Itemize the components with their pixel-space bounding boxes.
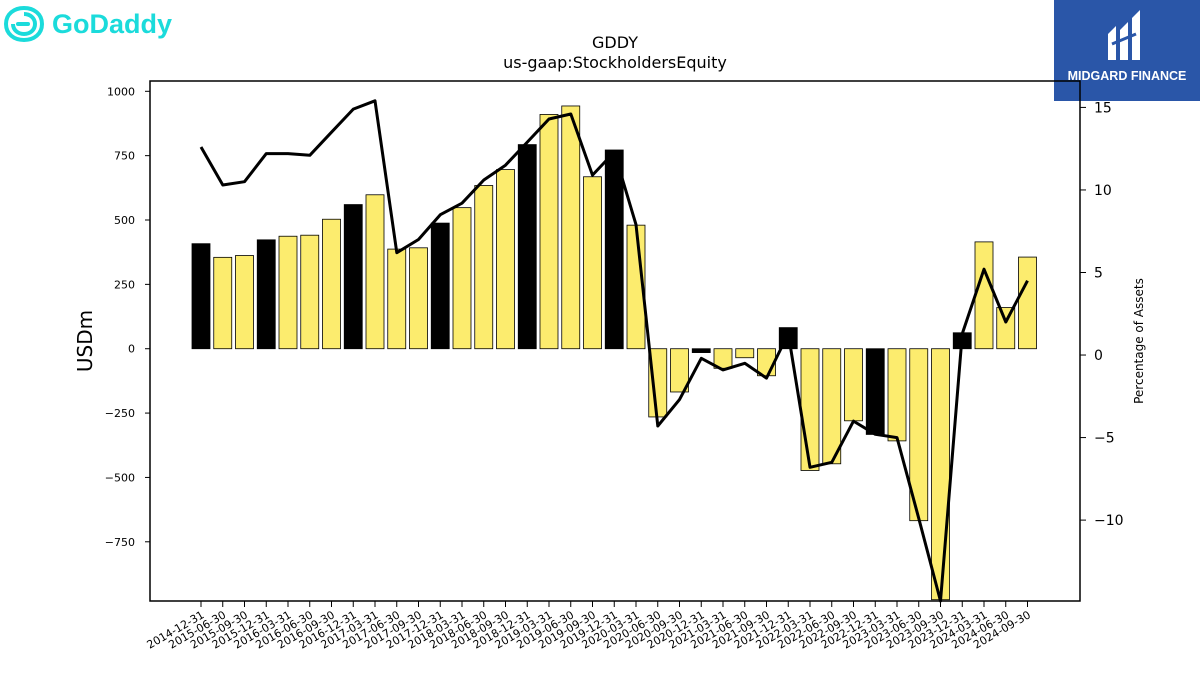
bar-2018-03-31 (452, 207, 472, 350)
y-tick-label: 500 (114, 214, 135, 227)
pct-line (199, 99, 1029, 603)
midgard-finance-logo: MIDGARD FINANCE (1054, 0, 1200, 101)
godaddy-logo-mark: GoDaddy (3, 5, 172, 43)
bar-2022-12-31 (865, 348, 885, 435)
y-axis: 1000 750 500 250 0 −250 −500 −750 (105, 85, 150, 549)
y-tick-label: 0 (128, 343, 135, 356)
midgard-finance-logo-text: MIDGARD FINANCE (1068, 69, 1187, 83)
y-tick-label: 250 (114, 278, 135, 291)
bar-2015-09-30 (235, 255, 254, 350)
y2-axis-label: Percentage of Assets (1132, 278, 1146, 404)
bar-2020-12-31 (691, 348, 711, 353)
bar-2017-03-31 (365, 194, 385, 350)
y2-tick-label: 0 (1094, 348, 1103, 364)
y2-tick-label: 10 (1094, 183, 1112, 199)
bar-2022-09-30 (844, 348, 863, 422)
y2-axis: 15 10 5 0 −5 −10 (1080, 100, 1124, 529)
bar-2015-12-31 (256, 239, 276, 350)
bar-2022-06-30 (822, 348, 842, 465)
bar-2017-09-30 (409, 247, 428, 350)
bar-2018-12-31 (517, 144, 537, 350)
bar-2016-03-31 (278, 235, 298, 350)
y2-tick-label: −10 (1094, 513, 1124, 529)
bar-2019-03-31 (539, 114, 559, 350)
bar-2023-03-31 (887, 348, 907, 442)
bar-2019-06-30 (561, 105, 581, 350)
godaddy-logo: GoDaddy (3, 4, 194, 44)
bar-series (191, 105, 1037, 601)
midgard-finance-logo-mark: MIDGARD FINANCE (1068, 10, 1187, 83)
bar-2014-12-31 (191, 243, 211, 350)
y2-tick-label: −5 (1094, 431, 1115, 447)
bar-2023-09-30 (931, 348, 950, 601)
y-axis-label: USDm (73, 310, 97, 372)
y-tick-label: −250 (105, 407, 135, 420)
y2-tick-label: 15 (1094, 100, 1112, 116)
y-tick-label: −750 (105, 536, 135, 549)
bar-2019-12-31 (604, 149, 624, 350)
bar-2020-09-30 (670, 348, 689, 393)
bar-2024-03-31 (974, 241, 994, 350)
bar-2021-06-30 (735, 348, 755, 359)
bar-2016-06-30 (300, 234, 320, 350)
bar-2024-06-30 (996, 307, 1016, 350)
bar-2016-12-31 (343, 204, 363, 350)
chart-subtitle: us-gaap:StockholdersEquity (503, 53, 727, 72)
bar-2018-09-30 (496, 169, 515, 350)
y-tick-label: −500 (105, 471, 135, 484)
bar-2019-09-30 (583, 176, 602, 350)
y2-tick-label: 5 (1094, 265, 1103, 281)
bar-2018-06-30 (474, 185, 494, 350)
bar-2022-03-31 (800, 348, 820, 471)
chart-title: GDDY (592, 33, 638, 52)
pct-line-series (199, 99, 1029, 603)
bar-2016-09-30 (322, 218, 341, 350)
bar-2024-09-30 (1018, 256, 1037, 350)
plot-frame (149, 80, 1081, 602)
y-tick-label: 750 (114, 150, 135, 163)
bar-2015-06-30 (213, 256, 233, 350)
y-tick-label: 1000 (107, 85, 135, 98)
x-axis: 2014-12-312015-06-302015-09-302015-12-31… (145, 601, 1033, 652)
bar-2017-06-30 (387, 248, 407, 350)
bar-2017-12-31 (430, 222, 450, 350)
godaddy-logo-text: GoDaddy (52, 9, 172, 39)
